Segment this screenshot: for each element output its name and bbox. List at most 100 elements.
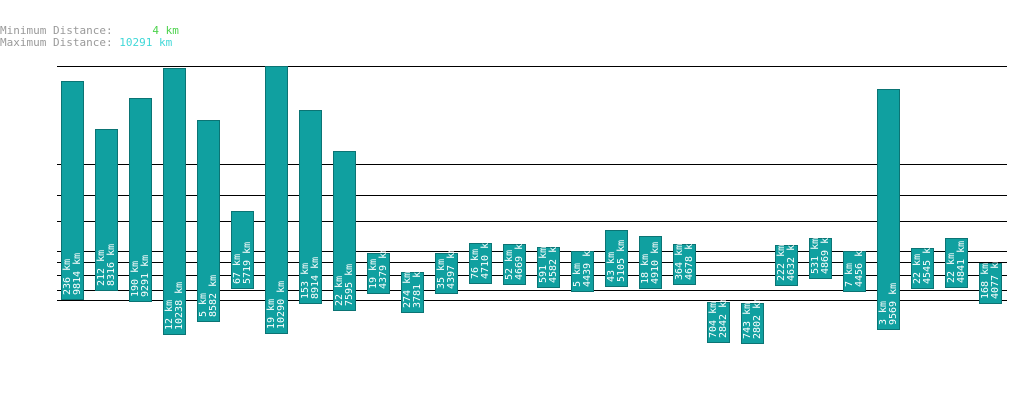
bar — [741, 303, 764, 344]
bar — [299, 110, 322, 304]
max-distance-row: Maximum Distance: 10291 km — [0, 37, 179, 49]
bar-end-label: 7595 km — [344, 264, 355, 306]
bar-group: 3 km 9569 km — [877, 89, 900, 330]
bar-end-label: 4841 km — [956, 241, 967, 283]
bar — [843, 251, 866, 292]
bar — [639, 236, 662, 289]
bar-start-label: 18 km — [640, 254, 651, 284]
bar-start-label: 43 km — [606, 252, 617, 282]
bar-start-label: 168 km — [980, 263, 991, 299]
bar-group: 5 km 8582 km — [197, 120, 220, 322]
bar-end-label: 4379 km — [378, 247, 389, 289]
bar-end-label: 9569 km — [888, 283, 899, 325]
bar-end-label: 5719 km — [242, 242, 253, 284]
bar-end-label: 4710 km — [480, 237, 491, 279]
bar-start-label: 236 km — [62, 259, 73, 295]
bar-end-label: 8316 km — [106, 244, 117, 286]
bar-group: 153 km 8914 km — [299, 110, 322, 304]
bar-start-label: 364 km — [674, 244, 685, 280]
bar-end-label: 4678 km — [684, 238, 695, 280]
bar-end-label: 4397 km — [446, 247, 457, 289]
bar-start-label: 591 km — [538, 247, 549, 283]
bar — [61, 81, 84, 300]
bar — [911, 248, 934, 289]
bar-start-label: 67 km — [232, 254, 243, 284]
bar — [265, 66, 288, 334]
bar-start-label: 212 km — [96, 250, 107, 286]
bar-end-label: 2802 km — [752, 297, 763, 339]
bar-group: 212 km 8316 km — [95, 129, 118, 291]
bar — [231, 211, 254, 289]
bar-start-label: 5 km — [198, 293, 209, 317]
bar-group: 22 km 4545 km — [911, 242, 934, 289]
bar-group: 12 km 10238 km — [163, 68, 186, 335]
bar — [129, 98, 152, 302]
bar — [979, 263, 1002, 304]
bar-start-label: 743 km — [742, 303, 753, 339]
bar-end-label: 4456 km — [854, 245, 865, 287]
bar-end-label: 3781 km — [412, 266, 423, 308]
bar-end-label: 10290 km — [276, 281, 287, 329]
bar-start-label: 7 km — [844, 263, 855, 287]
bar — [401, 272, 424, 313]
max-distance-value: 10291 km — [119, 36, 173, 49]
bar-end-label: 8914 km — [310, 257, 321, 299]
bar-start-label: 222 km — [776, 245, 787, 281]
bar-group: 704 km 2842 km — [707, 296, 730, 343]
bar — [469, 243, 492, 284]
min-distance-label: Minimum Distance: — [0, 24, 113, 37]
bar-end-label: 8582 km — [208, 275, 219, 317]
bar-group: 168 km 4077 km — [979, 257, 1002, 304]
bar — [673, 244, 696, 285]
bar-group: 5 km 4439 km — [571, 245, 594, 292]
bar-end-label: 4582 km — [548, 241, 559, 283]
bar-end-label: 4869 km — [820, 232, 831, 274]
bar — [707, 302, 730, 343]
bar — [775, 245, 798, 286]
bar-start-label: 76 km — [470, 249, 481, 279]
bar-start-label: 531 km — [810, 238, 821, 274]
bar — [503, 244, 526, 285]
bar-end-label: 5105 km — [616, 240, 627, 282]
bar-group: 22 km 4841 km — [945, 238, 968, 288]
bars: 236 km 9814 km 212 km 8316 km 190 km 9291 km1… — [61, 66, 1002, 344]
bar — [877, 89, 900, 330]
bar-end-label: 4077 km — [990, 257, 1001, 299]
bar-group: 591 km 4582 km — [537, 241, 560, 288]
bar-group: 18 km 4910 km — [639, 236, 662, 289]
bar-group: 236 km 9814 km — [61, 81, 84, 300]
bar-group: 7 km 4456 km — [843, 245, 866, 292]
min-distance-value: 4 km — [152, 24, 179, 37]
bar-end-label: 4545 km — [922, 242, 933, 284]
bar-start-label: 12 km — [164, 300, 175, 330]
bar-start-label: 52 km — [504, 250, 515, 280]
bar-group: 19 km 4379 km — [367, 247, 390, 294]
bar-group: 531 km 4869 km — [809, 232, 832, 279]
bar — [809, 238, 832, 279]
max-distance-label: Maximum Distance: — [0, 36, 113, 49]
bar-group: 743 km 2802 km — [741, 297, 764, 344]
distance-summary: Minimum Distance: 4 km Maximum Distance:… — [0, 25, 179, 49]
bar-group: 274 km 3781 km — [401, 266, 424, 313]
bar-end-label: 4439 km — [582, 245, 593, 287]
bar — [95, 129, 118, 291]
bar-end-label: 2842 km — [718, 296, 729, 338]
bar — [367, 253, 390, 294]
bar-end-label: 10238 km — [174, 282, 185, 330]
bar — [333, 151, 356, 311]
min-distance-row: Minimum Distance: 4 km — [0, 25, 179, 37]
bar-group: 222 km 4632 km — [775, 239, 798, 286]
bar-start-label: 5 km — [572, 263, 583, 287]
bar-start-label: 22 km — [334, 276, 345, 306]
bar-start-label: 190 km — [130, 261, 141, 297]
bar-end-label: 4632 km — [786, 239, 797, 281]
bar-start-label: 3 km — [878, 301, 889, 325]
bar — [605, 230, 628, 287]
bar-start-label: 153 km — [300, 263, 311, 299]
bar-group: 43 km 5105 km — [605, 230, 628, 287]
bar-start-label: 274 km — [402, 272, 413, 308]
bar-start-label: 22 km — [946, 253, 957, 283]
bar-group: 19 km 10290 km — [265, 66, 288, 334]
bar-group: 190 km 9291 km — [129, 98, 152, 302]
bar-group: 67 km 5719 km — [231, 211, 254, 289]
